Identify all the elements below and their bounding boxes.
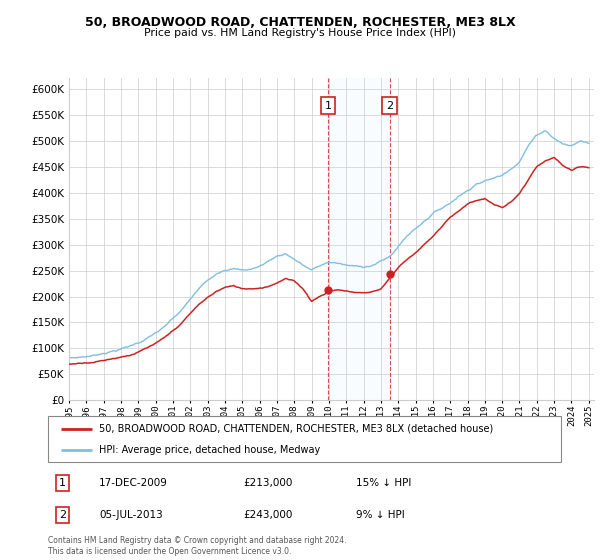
Text: Contains HM Land Registry data © Crown copyright and database right 2024.
This d: Contains HM Land Registry data © Crown c… — [48, 536, 347, 556]
FancyBboxPatch shape — [48, 416, 561, 462]
Text: Price paid vs. HM Land Registry's House Price Index (HPI): Price paid vs. HM Land Registry's House … — [144, 28, 456, 38]
Text: £243,000: £243,000 — [243, 510, 292, 520]
Text: 15% ↓ HPI: 15% ↓ HPI — [356, 478, 411, 488]
Bar — [328, 78, 389, 400]
Text: HPI: Average price, detached house, Medway: HPI: Average price, detached house, Medw… — [100, 445, 320, 455]
Text: 50, BROADWOOD ROAD, CHATTENDEN, ROCHESTER, ME3 8LX (detached house): 50, BROADWOOD ROAD, CHATTENDEN, ROCHESTE… — [100, 424, 494, 434]
Text: 17-DEC-2009: 17-DEC-2009 — [100, 478, 168, 488]
Text: 2: 2 — [386, 101, 393, 111]
Text: 9% ↓ HPI: 9% ↓ HPI — [356, 510, 404, 520]
Text: £213,000: £213,000 — [243, 478, 292, 488]
Text: 1: 1 — [325, 101, 332, 111]
Text: 05-JUL-2013: 05-JUL-2013 — [100, 510, 163, 520]
Text: 2: 2 — [59, 510, 66, 520]
Text: 50, BROADWOOD ROAD, CHATTENDEN, ROCHESTER, ME3 8LX: 50, BROADWOOD ROAD, CHATTENDEN, ROCHESTE… — [85, 16, 515, 29]
Text: 1: 1 — [59, 478, 66, 488]
